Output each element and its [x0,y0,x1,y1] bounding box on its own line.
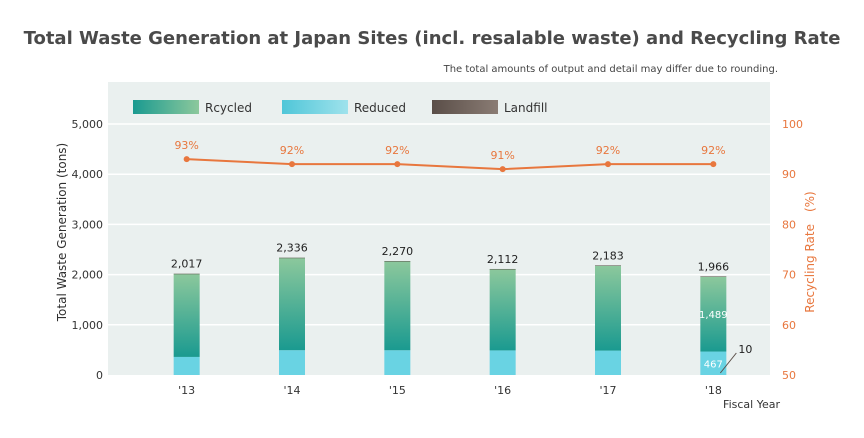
landfill-callout-line [719,352,737,374]
y-right-tick-label: 80 [782,218,796,231]
bar-recycled [173,273,200,357]
legend: Rcycled Reduced Landfill [133,100,548,115]
rate-value-label: 92% [280,144,304,157]
bar-landfill [595,265,621,266]
y-tick-label: 4,000 [72,168,104,181]
rate-point [394,161,401,168]
legend-swatch-landfill [432,100,498,114]
y-right-axis-title: Recycling Rate (%) [803,191,817,312]
x-tick-label: '15 [389,384,406,397]
bar-landfill [489,268,516,270]
landfill-value-label: 10 [738,343,752,356]
recycling-rate-line: 93% 92% 92% 91% 92% 92% [174,139,726,173]
plot-background [108,82,770,375]
bar-reduced [173,356,200,375]
rate-point [289,161,295,168]
rate-value-label: 92% [596,144,620,157]
x-tick-label: '14 [283,384,300,397]
bar-reduced [384,350,411,375]
total-value-label: 2,017 [171,258,203,271]
y-right-tick-label: 70 [782,269,796,282]
total-value-label: 2,112 [487,253,519,266]
y-tick-label: 0 [96,369,103,382]
recycled-value-label: 1,489 [699,310,728,321]
chart-title: Total Waste Generation at Japan Sites (i… [23,28,841,49]
y-axis-title: Total Waste Generation (tons) [55,143,69,322]
bar-landfill [173,273,200,275]
rate-point [605,161,611,168]
x-tick-label: '16 [494,384,511,397]
y-tick-label: 3,000 [72,218,104,231]
rate-point [183,156,190,163]
rounding-note: The total amounts of output and detail m… [443,64,778,75]
bar-reduced [700,351,727,375]
rate-point [499,166,506,173]
y-tick-label: 5,000 [72,118,104,131]
rate-value-label: 93% [174,139,198,152]
bar-recycled [595,265,621,351]
y-tick-label: 2,000 [72,269,104,282]
rate-polyline [186,158,714,171]
reduced-value-label: 467 [704,359,723,370]
rate-value-label: 91% [490,149,514,162]
rate-value-label: 92% [385,144,409,157]
total-value-label: 2,183 [592,249,624,262]
legend-label: Reduced [354,101,406,115]
total-value-label: 1,966 [698,260,730,273]
x-tick-label: '18 [705,384,722,397]
bar-recycled [279,257,305,351]
bar-landfill [279,257,305,259]
legend-label: Landfill [504,101,548,115]
bar-recycled [384,261,411,351]
y-right-tick-label: 90 [782,168,796,181]
rate-point [710,161,717,168]
bar-reduced [279,350,305,375]
legend-swatch-reduced [282,100,348,114]
bar-recycled [489,269,516,351]
x-axis-title: Fiscal Year [723,398,780,411]
total-value-label: 2,336 [276,242,308,255]
y-right-tick-label: 50 [782,369,796,382]
legend-label: Rcycled [205,101,252,115]
bar-recycled [700,276,727,352]
x-tick-label: '13 [178,384,195,397]
bar-reduced [489,350,516,375]
bar-landfill [384,261,411,262]
legend-swatch-recycled [133,100,199,114]
bar-landfill [700,276,727,277]
x-tick-label: '17 [599,384,616,397]
y-right-tick-label: 100 [782,118,803,131]
bars: 2,017 2,336 2,270 2,112 2,183 1,966 1,489 467 10 [171,242,752,375]
axes: 0 1,000 2,000 3,000 4,000 5,000 50 60 70 80 90 100 T… [55,118,817,411]
bar-reduced [595,350,621,375]
total-value-label: 2,270 [382,245,414,258]
rate-value-label: 92% [701,144,725,157]
gridlines [108,123,770,326]
y-tick-label: 1,000 [72,319,104,332]
y-right-tick-label: 60 [782,319,796,332]
